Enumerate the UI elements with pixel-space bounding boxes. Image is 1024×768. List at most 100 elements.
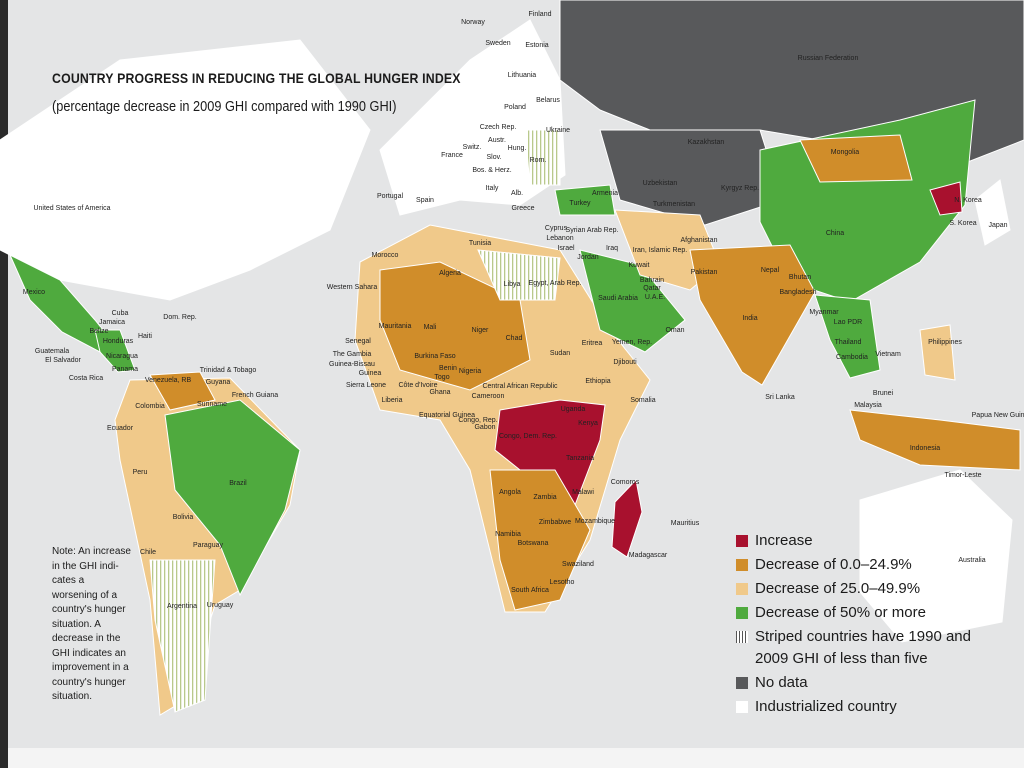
country-label: U.A.E. <box>645 294 665 301</box>
country-label: Ecuador <box>107 425 134 432</box>
country-label: Indonesia <box>910 445 940 452</box>
legend-item: Decrease of 50% or more <box>736 602 976 624</box>
legend-label: Decrease of 25.0–49.9% <box>755 580 921 597</box>
country-label: Lebanon <box>546 235 573 242</box>
brazil <box>164 399 301 597</box>
country-label: Qatar <box>643 285 661 292</box>
legend-swatch <box>736 583 748 595</box>
country-label: United States of America <box>33 205 110 212</box>
country-label: Trinidad & Tobago <box>200 367 257 374</box>
country-label: Algeria <box>439 270 461 277</box>
country-label: Sudan <box>550 350 570 357</box>
country-label: Tunisia <box>469 240 491 247</box>
country-label: Ethiopia <box>585 378 610 385</box>
country-label: Togo <box>434 374 449 381</box>
country-label: Rom. <box>530 157 547 164</box>
country-label: Thailand <box>835 339 862 346</box>
madagascar <box>611 478 643 558</box>
country-label: French Guiana <box>232 392 278 399</box>
country-label: Venezuela, RB <box>145 377 192 384</box>
country-label: Angola <box>499 489 521 496</box>
country-label: Uzbekistan <box>643 180 678 187</box>
country-label: Congo, Dem. Rep. <box>499 433 557 440</box>
country-label: Paraguay <box>193 542 223 549</box>
country-label: Ghana <box>429 389 450 396</box>
country-label: Gabon <box>474 424 495 431</box>
country-label: Greece <box>512 205 535 212</box>
country-label: Mauritius <box>671 520 700 527</box>
country-label: Congo, Rep. <box>458 417 497 424</box>
country-label: Turkey <box>569 200 591 207</box>
country-label: Guatemala <box>35 348 69 355</box>
legend-swatch <box>736 677 748 689</box>
country-label: Jamaica <box>99 319 125 326</box>
country-label: Brazil <box>229 480 247 487</box>
country-label: Cyprus <box>545 225 568 232</box>
country-label: Mexico <box>23 289 45 296</box>
southern-africa <box>489 469 591 611</box>
country-label: Spain <box>416 197 434 204</box>
legend-swatch <box>736 559 748 571</box>
country-label: Nicaragua <box>106 353 138 360</box>
country-label: Saudi Arabia <box>598 295 638 302</box>
mongolia <box>799 134 913 183</box>
country-label: Haiti <box>138 333 152 340</box>
map-title: COUNTRY PROGRESS IN REDUCING THE GLOBAL … <box>52 70 461 86</box>
country-label: Finland <box>529 11 552 18</box>
country-label: Syrian Arab Rep. <box>566 227 619 234</box>
legend-item: Decrease of 0.0–24.9% <box>736 554 976 576</box>
country-label: Slov. <box>486 154 501 161</box>
country-label: Zambia <box>533 494 556 501</box>
country-label: Oman <box>665 327 684 334</box>
country-label: Burkina Faso <box>414 353 455 360</box>
indonesia <box>849 409 1021 471</box>
country-label: Switz. <box>463 144 482 151</box>
legend-swatch <box>736 701 748 713</box>
legend: Increase Decrease of 0.0–24.9% Decrease of… <box>736 530 976 720</box>
country-label: Somalia <box>630 397 655 404</box>
country-label: Argentina <box>167 603 197 610</box>
country-label: Afghanistan <box>681 237 718 244</box>
country-label: Libya <box>504 281 521 288</box>
europe <box>379 19 566 216</box>
country-label: Timor-Leste <box>944 472 981 479</box>
legend-label: No data <box>755 674 808 691</box>
country-label: Guyana <box>206 379 231 386</box>
country-label: Colombia <box>135 403 165 410</box>
country-label: Armenia <box>592 190 618 197</box>
country-label: Central African Republic <box>482 383 558 390</box>
country-label: Turkmenistan <box>653 201 695 208</box>
country-label: Austr. <box>488 137 506 144</box>
legend-label: Industrialized country <box>755 698 897 715</box>
country-label: Tanzania <box>566 455 594 462</box>
country-label: Namibia <box>495 531 521 538</box>
country-label: Iraq <box>606 245 618 252</box>
country-label: Lithuania <box>508 72 537 79</box>
country-label: The Gambia <box>333 351 372 358</box>
country-label: Guinea-Bissau <box>329 361 375 368</box>
legend-item: Increase <box>736 530 976 552</box>
country-label: El Salvador <box>45 357 81 364</box>
map-subtitle: (percentage decrease in 2009 GHI compare… <box>52 98 397 115</box>
legend-swatch <box>736 631 748 643</box>
country-label: Costa Rica <box>69 375 103 382</box>
bottom-edge <box>8 748 1024 768</box>
country-label: N. Korea <box>954 197 982 204</box>
country-label: Bahrain <box>640 277 664 284</box>
country-label: Israel <box>557 245 575 252</box>
country-label: Western Sahara <box>327 284 378 291</box>
country-label: Nigeria <box>459 368 481 375</box>
arabia <box>579 249 686 353</box>
central-asia <box>599 129 783 226</box>
country-label: Malawi <box>572 489 594 496</box>
philippines <box>919 324 956 381</box>
country-label: Pakistan <box>691 269 718 276</box>
country-label: Czech Rep. <box>480 124 517 131</box>
country-label: S. Korea <box>949 220 976 227</box>
country-label: Mauritania <box>379 323 412 330</box>
country-label: France <box>441 152 463 159</box>
land <box>0 0 1024 716</box>
country-label: Honduras <box>103 338 134 345</box>
country-label: Egypt, Arab Rep. <box>529 280 582 287</box>
note: Note: An increase in the GHI indi-cates … <box>52 546 131 702</box>
